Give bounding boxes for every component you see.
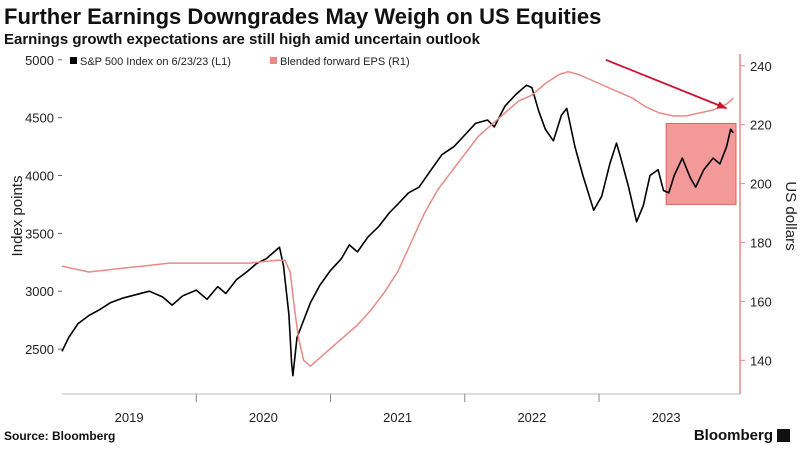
- chart: 2500 3000 3500 4000 4500 5000 140 160 180 200 220 2…: [9, 53, 799, 425]
- x-tick-label: 2020: [249, 410, 278, 425]
- y-right-tick-label: 180: [750, 236, 772, 251]
- brand-logo: Bloomberg: [694, 427, 790, 444]
- legend-swatch-eps: [270, 57, 277, 64]
- y-right-tick-label: 200: [750, 177, 772, 192]
- x-tick-label: 2021: [383, 410, 412, 425]
- brand-name: Bloomberg: [693, 427, 773, 444]
- y-left-tick-label: 2500: [25, 342, 54, 357]
- y-left-tick-label: 4500: [25, 111, 54, 126]
- legend-label-sp500: S&P 500 Index on 6/23/23 (L1): [80, 56, 231, 68]
- annotation-arrow: [605, 58, 727, 110]
- y-left-axis-title: Index points: [9, 176, 26, 257]
- y-right-tick-label: 160: [750, 294, 772, 309]
- x-tick-label: 2019: [115, 410, 144, 425]
- y-left-tick-label: 3500: [25, 226, 54, 241]
- series-line-sp500: [61, 84, 734, 377]
- y-right-tick-label: 220: [750, 118, 772, 133]
- chart-subtitle: Earnings growth expectations are still h…: [4, 31, 480, 48]
- highlight-box: [665, 122, 737, 205]
- y-left-tick-label: 4000: [25, 169, 54, 184]
- chart-title: Further Earnings Downgrades May Weigh on…: [4, 4, 602, 29]
- source-note: Source: Bloomberg: [4, 429, 116, 443]
- y-right-tick-label: 240: [750, 59, 772, 74]
- y-right-axis-title: US dollars: [782, 181, 799, 250]
- y-right-tick-label: 140: [750, 353, 772, 368]
- y-left-tick-label: 5000: [25, 53, 54, 68]
- series-line-eps: [61, 70, 734, 367]
- x-tick-label: 2023: [652, 410, 681, 425]
- legend-swatch-sp500: [70, 57, 77, 64]
- brand-mark-icon: [777, 429, 790, 442]
- annotation-arrow-head: [716, 101, 727, 109]
- legend-label-eps: Blended forward EPS (R1): [280, 56, 410, 68]
- x-tick-label: 2022: [517, 410, 546, 425]
- y-left-tick-label: 3000: [25, 284, 54, 299]
